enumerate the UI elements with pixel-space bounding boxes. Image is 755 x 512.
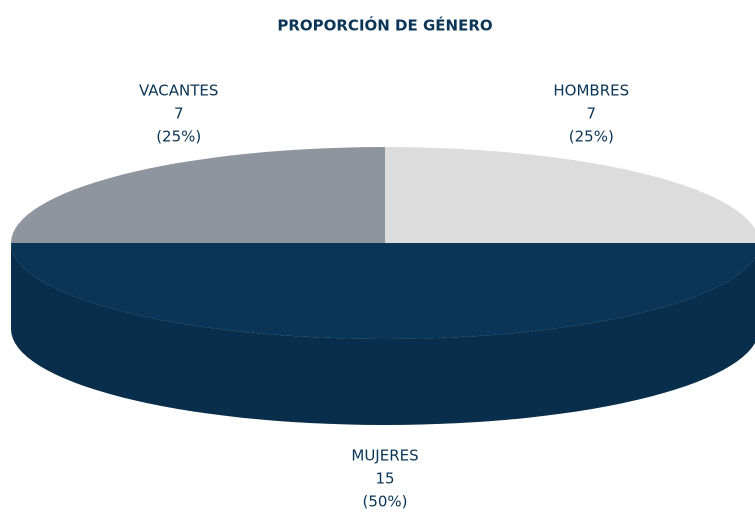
slice-value: 15	[375, 470, 394, 488]
slice-percent: (50%)	[362, 493, 407, 511]
slice	[11, 243, 755, 339]
slice-percent: (25%)	[569, 128, 614, 146]
slice	[11, 147, 385, 243]
slice-percent: (25%)	[156, 128, 201, 146]
slice-label: VACANTES	[139, 82, 218, 100]
slice-label: MUJERES	[351, 447, 418, 465]
slice-label: HOMBRES	[553, 82, 629, 100]
slice	[385, 147, 755, 243]
chart-title: PROPORCIÓN DE GÉNERO	[277, 16, 492, 35]
slice-value: 7	[174, 105, 184, 123]
slice-side	[11, 243, 755, 425]
slice-side-shade	[11, 243, 755, 425]
slice-value: 7	[587, 105, 597, 123]
